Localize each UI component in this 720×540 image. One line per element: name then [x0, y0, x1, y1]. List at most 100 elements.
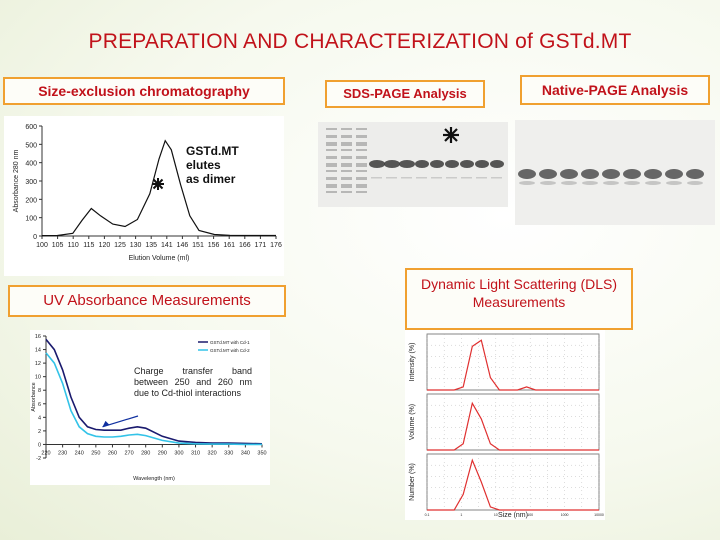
y-tick-label: -2 — [36, 456, 41, 462]
gel-band — [341, 163, 352, 167]
star-marker-icon — [152, 178, 164, 190]
sds-gel-image — [318, 122, 508, 207]
x-tick-label: 10 — [494, 513, 498, 517]
x-tick-label: 110 — [68, 242, 79, 249]
x-tick-label: 146 — [177, 242, 189, 249]
x-tick-label: 0.1 — [425, 513, 430, 517]
y-tick-label: 4 — [38, 415, 41, 421]
y-tick-label: 12 — [35, 361, 41, 367]
native-gel-image — [515, 120, 715, 225]
y-tick-label: 8 — [38, 388, 41, 394]
x-tick-label: 176 — [270, 242, 282, 249]
sec-series-line — [41, 139, 276, 237]
gel-band — [446, 177, 457, 179]
star-marker-icon — [443, 127, 459, 143]
gel-band — [341, 128, 352, 130]
dls-y-axis-label: Volume (%) — [409, 404, 416, 440]
gel-band — [416, 177, 427, 179]
uv-series-line — [45, 338, 263, 445]
gel-band — [603, 181, 619, 185]
gel-band — [371, 177, 382, 179]
x-tick-label: 310 — [191, 450, 200, 456]
dls-label: Dynamic Light Scattering (DLS) Measureme… — [405, 268, 633, 330]
gel-band — [431, 177, 442, 179]
y-tick-label: 400 — [25, 161, 37, 168]
x-tick-label: 141 — [161, 242, 173, 249]
gel-band — [356, 135, 367, 138]
page-title: PREPARATION AND CHARACTERIZATION of GSTd… — [88, 30, 632, 53]
x-tick-label: 230 — [58, 450, 67, 456]
x-tick-label: 10000 — [594, 513, 604, 517]
gel-band — [401, 177, 412, 179]
x-tick-label: 290 — [158, 450, 167, 456]
x-tick-label: 130 — [130, 242, 142, 249]
gel-band — [644, 169, 662, 179]
gel-band — [356, 149, 367, 151]
x-tick-label: 240 — [75, 450, 84, 456]
gel-band — [326, 128, 337, 130]
sec-annotation-line: elutes — [186, 158, 221, 172]
gel-band — [540, 181, 556, 185]
x-tick-label: 100 — [36, 242, 48, 249]
gel-band — [384, 160, 400, 168]
gel-band — [341, 191, 352, 193]
sds-page-gel — [318, 122, 508, 207]
x-tick-label: 280 — [141, 450, 150, 456]
gel-band — [686, 169, 704, 179]
star-stroke — [152, 178, 164, 190]
gel-band — [369, 160, 385, 168]
gel-band — [356, 163, 367, 167]
gel-band — [399, 160, 415, 168]
gel-band — [560, 169, 578, 179]
gel-band — [356, 177, 367, 180]
x-tick-label: 100 — [527, 513, 533, 517]
x-tick-label: 151 — [192, 242, 204, 249]
x-axis-label: Size (nm) — [498, 512, 528, 519]
gel-band — [461, 177, 472, 179]
x-tick-label: 320 — [208, 450, 217, 456]
uv-series-line — [45, 352, 262, 446]
gel-band — [623, 169, 641, 179]
gel-band — [326, 135, 337, 138]
gel-band — [602, 169, 620, 179]
gel-band — [341, 149, 352, 151]
y-tick-label: 2 — [38, 429, 41, 435]
x-tick-label: 350 — [257, 450, 266, 456]
y-tick-label: 0 — [38, 442, 41, 448]
native-page-gel — [515, 120, 715, 225]
gel-band — [581, 169, 599, 179]
gel-band — [341, 156, 352, 159]
gel-band — [666, 181, 682, 185]
gel-band — [582, 181, 598, 185]
sds-page-label: SDS-PAGE Analysis — [325, 80, 485, 108]
gel-band — [624, 181, 640, 185]
x-tick-label: 171 — [255, 242, 267, 249]
gel-band — [341, 170, 352, 172]
sec-annotation-line: as dimer — [186, 172, 236, 186]
gel-band — [356, 142, 367, 146]
sec-label: Size-exclusion chromatography — [3, 77, 285, 105]
gel-band — [475, 160, 489, 168]
uv-chart-panel: -2 0 2 4 6 8 10 12 14 16 220 230 240 250 260 270 280 290 3… — [30, 330, 270, 485]
gel-band — [326, 163, 337, 167]
y-axis-label: Absorbance 280 nm — [13, 150, 20, 213]
sec-chart-panel: 0 100 200 300 400 500 600 100 105 110 115 120 125 130… — [4, 116, 284, 276]
x-tick-label: 161 — [223, 242, 235, 249]
dls-series-line — [427, 401, 599, 451]
gel-band — [341, 184, 352, 188]
x-axis-label: Wavelength (nm) — [133, 476, 175, 482]
gel-band — [476, 177, 487, 179]
x-tick-label: 1000 — [561, 513, 569, 517]
gel-band — [356, 128, 367, 130]
y-tick-label: 500 — [25, 142, 37, 149]
dls-series-line — [427, 458, 599, 511]
gel-band — [539, 169, 557, 179]
native-page-label: Native-PAGE Analysis — [520, 75, 710, 105]
x-tick-label: 125 — [114, 242, 126, 249]
gel-band — [326, 170, 337, 172]
gel-band — [341, 177, 352, 180]
y-tick-label: 200 — [25, 197, 37, 204]
gel-band — [490, 160, 504, 168]
gel-band — [356, 191, 367, 193]
